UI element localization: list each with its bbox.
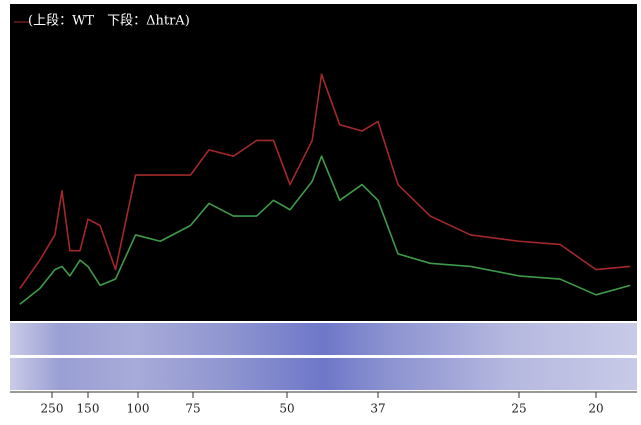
- legend-text: (上段：WT 下段：ΔhtrA): [28, 14, 190, 29]
- gel-lane-htra: [10, 358, 637, 390]
- x-tick-label: 25: [511, 402, 526, 416]
- x-tick-label: 20: [588, 402, 603, 416]
- x-tick-label: 100: [127, 402, 150, 416]
- x-tick-label: 50: [279, 402, 294, 416]
- data-line: [19, 73, 631, 289]
- x-tick-label: 150: [77, 402, 100, 416]
- x-tick-label: 37: [370, 402, 385, 416]
- data-line: [19, 155, 631, 305]
- x-tick-label: 75: [185, 402, 200, 416]
- gel-lane-wt: [10, 323, 637, 355]
- x-tick-label: 250: [41, 402, 64, 416]
